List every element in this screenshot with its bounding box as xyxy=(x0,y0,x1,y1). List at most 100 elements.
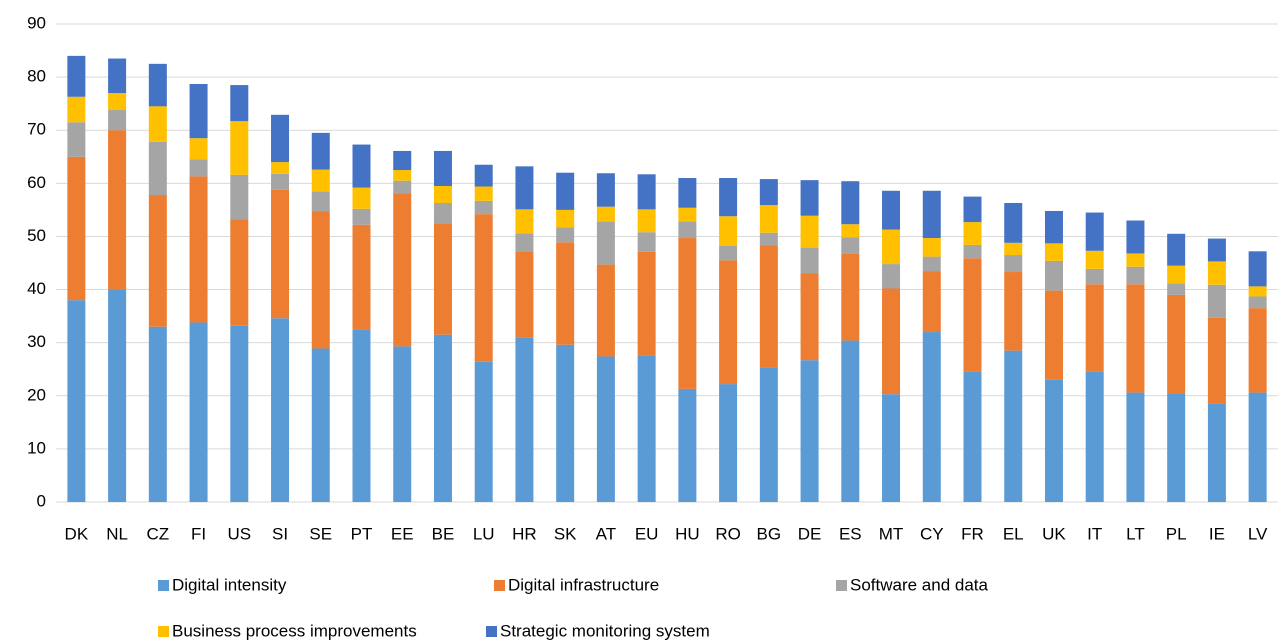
x-tick-label: MT xyxy=(879,524,904,543)
bar-segment xyxy=(678,388,697,502)
bar-segment xyxy=(841,237,860,254)
bar-segment xyxy=(230,325,249,502)
bar-segment xyxy=(515,233,534,252)
bar-segment xyxy=(1167,265,1186,284)
bar-segment xyxy=(759,179,778,206)
bar-segment xyxy=(1004,350,1023,502)
bar-segment xyxy=(67,55,86,97)
bar-segment xyxy=(556,344,575,502)
legend-label: Strategic monitoring system xyxy=(500,621,710,640)
bar-segment xyxy=(719,384,738,502)
bar-segment xyxy=(271,189,290,319)
bar-segment xyxy=(596,173,615,207)
bar-segment xyxy=(882,190,901,230)
bar-segment xyxy=(474,164,493,187)
bar-segment xyxy=(1207,261,1226,285)
legend-swatch xyxy=(158,580,169,591)
bar-segment xyxy=(148,326,167,502)
bar-segment xyxy=(963,258,982,372)
bar-segment xyxy=(800,215,819,248)
x-tick-label: SK xyxy=(554,524,577,543)
bar-segment xyxy=(67,122,86,157)
bar-segment xyxy=(1167,393,1186,502)
bar-segment xyxy=(841,253,860,341)
bar-segment xyxy=(719,260,738,385)
bar-segment xyxy=(637,251,656,356)
bar-segment xyxy=(841,340,860,502)
bar-segment xyxy=(148,106,167,142)
bar-segment xyxy=(637,355,656,502)
y-tick-label: 50 xyxy=(27,226,46,245)
bar-segment xyxy=(637,232,656,252)
bar-segment xyxy=(271,173,290,190)
bar-segment xyxy=(678,207,697,222)
bar-segment xyxy=(759,367,778,502)
y-tick-label: 70 xyxy=(27,120,46,139)
bar-segment xyxy=(515,337,534,502)
bar-segment xyxy=(1126,266,1145,285)
x-tick-label: AT xyxy=(596,524,616,543)
bar-segment xyxy=(1207,238,1226,262)
bar-segment xyxy=(1248,392,1267,502)
bar-segment xyxy=(230,85,249,122)
bar-segment xyxy=(556,227,575,243)
x-tick-label: RO xyxy=(715,524,741,543)
bar-segment xyxy=(474,186,493,201)
bar-segment xyxy=(759,245,778,368)
legend-label: Digital intensity xyxy=(172,575,287,594)
bar-segment xyxy=(922,238,941,257)
x-tick-label: LU xyxy=(473,524,495,543)
bar-segment xyxy=(433,150,452,186)
bar-segment xyxy=(433,202,452,224)
bar-segment xyxy=(108,110,127,131)
bar-segment xyxy=(759,232,778,246)
bar-segment xyxy=(230,121,249,175)
x-tick-label: BE xyxy=(432,524,455,543)
bar-segment xyxy=(271,318,290,502)
bar-segment xyxy=(311,211,330,349)
bar-segment xyxy=(596,206,615,222)
bar-segment xyxy=(922,190,941,239)
bar-segment xyxy=(922,271,941,333)
bar-segment xyxy=(1248,286,1267,297)
bar-segment xyxy=(271,114,290,163)
x-tick-label: SE xyxy=(309,524,332,543)
bar-segment xyxy=(1167,283,1186,295)
y-tick-label: 90 xyxy=(27,13,46,32)
x-tick-label: CY xyxy=(920,524,944,543)
y-tick-label: 30 xyxy=(27,332,46,351)
bar-segment xyxy=(1248,296,1267,309)
bar-segment xyxy=(1248,251,1267,287)
legend-swatch xyxy=(486,626,497,637)
bar-segment xyxy=(474,214,493,362)
bar-segment xyxy=(515,251,534,338)
bar-segment xyxy=(474,361,493,502)
x-tick-label: LT xyxy=(1126,524,1145,543)
bar-segment xyxy=(1044,290,1063,380)
bar-segment xyxy=(1004,255,1023,273)
y-tick-label: 0 xyxy=(37,491,46,510)
bar-segment xyxy=(759,205,778,233)
bar-segment xyxy=(433,185,452,203)
y-tick-label: 60 xyxy=(27,173,46,192)
bar-segment xyxy=(393,346,412,502)
bar-segment xyxy=(678,178,697,208)
x-tick-label: BG xyxy=(757,524,782,543)
bar-segment xyxy=(1085,268,1104,285)
bar-segment xyxy=(800,360,819,502)
bar-segment xyxy=(1126,392,1145,502)
x-tick-label: ES xyxy=(839,524,862,543)
bar-segment xyxy=(1126,284,1145,393)
y-tick-label: 80 xyxy=(27,67,46,86)
x-tick-label: UK xyxy=(1042,524,1066,543)
bar-segment xyxy=(67,96,86,123)
bar-segment xyxy=(433,334,452,502)
bar-segment xyxy=(637,209,656,233)
x-tick-label: PL xyxy=(1166,524,1187,543)
x-tick-label: US xyxy=(227,524,251,543)
y-tick-label: 40 xyxy=(27,279,46,298)
bar-segment xyxy=(189,322,208,502)
bar-segment xyxy=(1004,272,1023,351)
bar-segment xyxy=(963,196,982,223)
